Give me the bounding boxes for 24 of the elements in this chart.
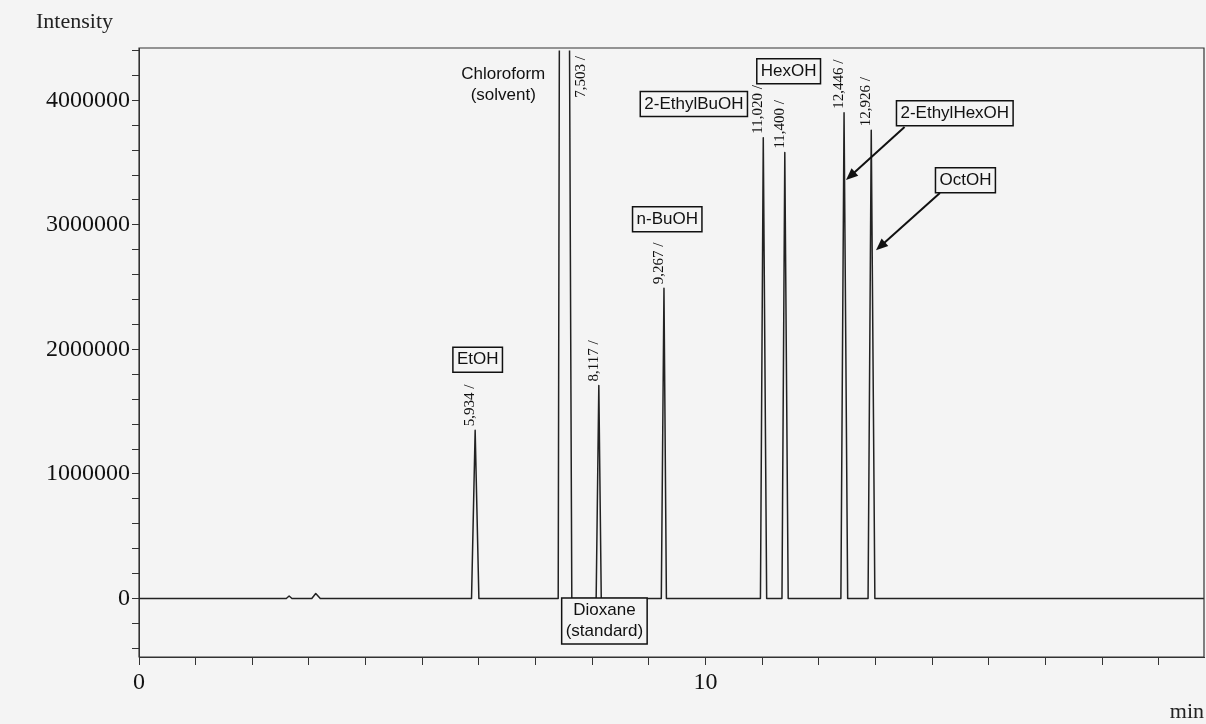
y-tick-label: 3000000 (46, 210, 130, 237)
x-axis-title: min (1169, 698, 1204, 723)
annotation: 12,926 / (857, 76, 874, 127)
y-axis-title: Intensity (36, 8, 113, 33)
annotation: 11,020 / (749, 84, 766, 134)
annotation: 2-EthylBuOH (644, 93, 744, 113)
annotation: HexOH (760, 60, 817, 80)
annotation: 5,934 / (461, 383, 478, 427)
annotation: 9,267 / (649, 241, 666, 285)
annotation: n-BuOH (636, 208, 698, 228)
annotation: EtOH (456, 349, 499, 369)
y-tick-label: 0 (118, 583, 130, 610)
annotation: OctOH (939, 169, 992, 189)
y-tick-label: 4000000 (46, 85, 130, 112)
annotation: 8,117 / (584, 339, 601, 382)
annotation: Dioxane (standard) (565, 600, 644, 641)
annotation: 12,446 / (829, 58, 846, 109)
annotation: 7,503 / (571, 55, 588, 98)
y-tick-label: 1000000 (46, 459, 130, 486)
annotation: Chloroform (solvent) (461, 63, 546, 104)
annotation: 2-EthylHexOH (900, 102, 1010, 122)
x-tick-label: 10 (693, 667, 718, 694)
annotation: 11,400 / (770, 99, 787, 149)
y-tick-label: 2000000 (46, 334, 130, 361)
